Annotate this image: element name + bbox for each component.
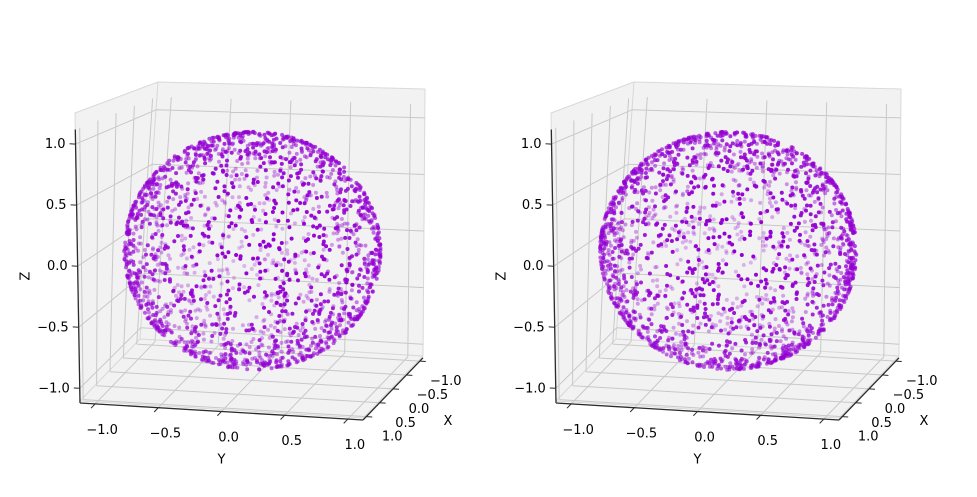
pane-floor — [555, 338, 900, 419]
axes3d-right: −1.0 −0.5 0.0 0.5 1.0−1.0−0.50.00.51.0−1.0−0… — [495, 81, 938, 468]
x-tick-label: 1.0 — [382, 430, 403, 445]
y-tick-mark — [217, 411, 222, 417]
pane-floor — [79, 338, 424, 419]
x-tick-label: −1.0 — [430, 374, 462, 389]
x-tick-label: 0.0 — [885, 402, 906, 417]
y-tick-label: 1.0 — [821, 438, 842, 453]
x-axis-label: X — [920, 414, 929, 429]
y-tick-label: −1.0 — [86, 423, 118, 438]
z-tick-label: 1.0 — [521, 137, 542, 152]
tick-marks — [545, 143, 902, 424]
tick-labels: −1.0 −0.5 0.0 0.5 1.0−1.0−0.50.00.51.0−1.0−0… — [513, 137, 937, 453]
scatter-points — [598, 130, 859, 372]
x-tick-label: −1.0 — [906, 374, 938, 389]
z-tick-label: 0.0 — [523, 259, 544, 274]
y-tick-label: 0.0 — [218, 430, 239, 445]
z-tick-label: 0.5 — [46, 198, 67, 213]
z-tick-label: 1.0 — [45, 137, 66, 152]
z-tick-label: −0.5 — [37, 320, 69, 335]
y-tick-label: −0.5 — [150, 427, 182, 442]
y-tick-mark — [629, 407, 635, 413]
y-tick-label: −0.5 — [626, 427, 658, 442]
y-axis-label: Y — [693, 452, 702, 467]
y-tick-mark — [756, 414, 762, 420]
tick-marks — [69, 143, 426, 424]
z-axis-label: Z — [19, 272, 34, 281]
y-axis-label: Y — [217, 452, 226, 467]
y-tick-label: −1.0 — [562, 423, 594, 438]
z-tick-label: 0.5 — [522, 198, 543, 213]
y-tick-label: 1.0 — [345, 438, 366, 453]
z-tick-label: −1.0 — [38, 381, 70, 396]
x-tick-label: −0.5 — [893, 388, 925, 403]
x-tick-label: 0.5 — [395, 416, 416, 431]
axis-labels: Y X Z — [495, 272, 929, 468]
x-tick-label: 0.5 — [871, 416, 892, 431]
scatter-points — [122, 129, 383, 372]
z-axis-label: Z — [495, 272, 510, 281]
axis-labels: Y X Z — [19, 272, 453, 468]
y-tick-label: 0.0 — [694, 430, 715, 445]
y-tick-mark — [280, 414, 286, 420]
x-tick-label: 0.0 — [409, 402, 430, 417]
axes-panes — [550, 81, 902, 419]
z-tick-label: −0.5 — [513, 320, 545, 335]
y-tick-mark — [153, 407, 159, 413]
y-tick-mark — [693, 411, 698, 417]
y-tick-label: 0.5 — [281, 434, 302, 449]
y-tick-mark — [90, 403, 96, 409]
z-tick-label: 0.0 — [47, 259, 68, 274]
subplot-right-sphere-scatter: −1.0 −0.5 0.0 0.5 1.0 −1.0 −0.5 0.0 0.5 1.0 −1.0 −0… — [476, 0, 977, 497]
y-tick-mark — [343, 418, 349, 424]
y-tick-label: 0.5 — [757, 434, 778, 449]
tick-labels: −1.0 −0.5 0.0 0.5 1.0−1.0−0.50.00.51.0−1.0−0… — [37, 137, 461, 453]
z-tick-label: −1.0 — [514, 381, 546, 396]
subplot-left-sphere-scatter: −1.0 −0.5 0.0 0.5 1.0 −1.0 −0.5 0.0 0.5 1.0 −1.0 −0… — [19, 81, 462, 468]
x-tick-label: −0.5 — [417, 388, 449, 403]
x-axis-label: X — [444, 414, 453, 429]
x-tick-label: 1.0 — [858, 430, 879, 445]
y-tick-mark — [566, 403, 572, 409]
y-tick-mark — [819, 418, 825, 424]
axes3d-left: −1.0 −0.5 0.0 0.5 1.0−1.0−0.50.00.51.0−1.0−0… — [19, 81, 462, 468]
